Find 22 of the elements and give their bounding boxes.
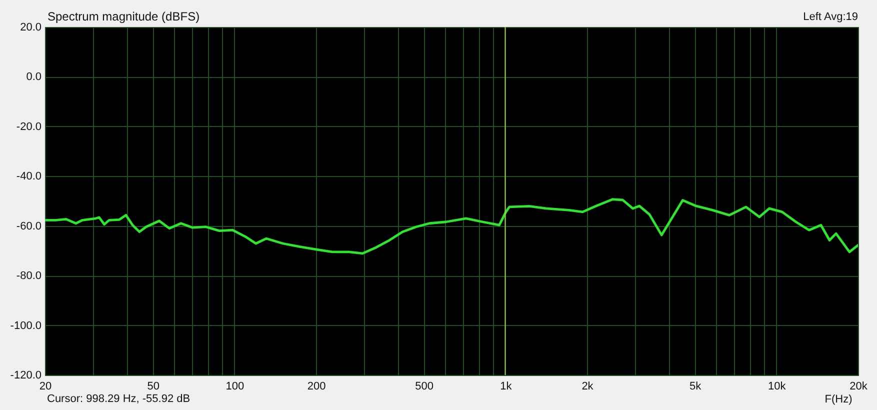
y-tick-label: -60.0 — [16, 220, 42, 232]
text: Left Avg:19 — [803, 11, 858, 23]
y-tick-label: 20.0 — [20, 22, 42, 34]
y-tick-label: 0.0 — [26, 71, 42, 84]
x-tick-label: 20k — [850, 380, 868, 392]
x-tick-label: 20 — [39, 380, 52, 392]
x-tick-label: 500 — [415, 380, 434, 392]
y-axis-title: Spectrum magnitude (dBFS) — [48, 10, 200, 24]
x-tick-label: 200 — [307, 380, 326, 392]
x-axis-title: F(Hz) — [824, 394, 852, 406]
y-tick-label: -120.0 — [10, 370, 42, 382]
x-tick-label: 10k — [768, 380, 786, 392]
x-tick-label: 5k — [690, 380, 702, 392]
y-tick-label: -20.0 — [16, 120, 42, 133]
text: Cursor: 998.29 Hz, -55.92 dB — [47, 393, 190, 405]
y-tick-label: -80.0 — [16, 270, 42, 282]
x-tick-label: 2k — [582, 380, 594, 392]
x-tick-label: 50 — [147, 380, 160, 392]
x-tick-label: 100 — [226, 380, 244, 392]
x-tick-label: 1k — [500, 380, 512, 392]
y-tick-label: -40.0 — [16, 170, 42, 183]
y-tick-label: -100.0 — [10, 320, 42, 332]
